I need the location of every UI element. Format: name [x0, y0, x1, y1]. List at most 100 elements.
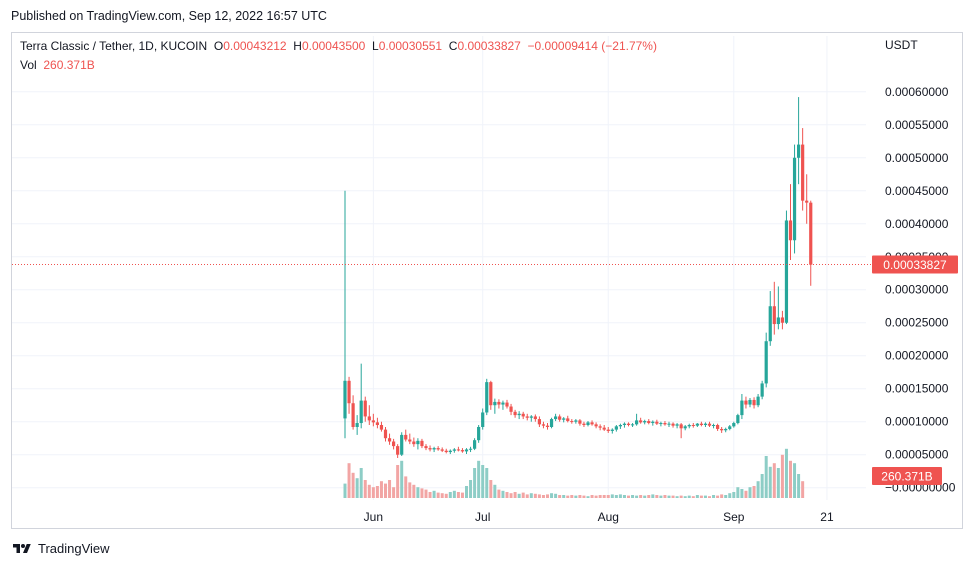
volume-bar — [691, 496, 695, 498]
volume-bar — [752, 486, 756, 498]
volume-bar — [627, 495, 630, 498]
candle-body — [493, 401, 497, 406]
volume-bar — [477, 460, 481, 498]
candle-body — [602, 427, 606, 430]
candle-body — [675, 424, 679, 426]
volume-bar — [606, 495, 610, 498]
candle-body — [679, 424, 683, 429]
x-tick-label: 21 — [820, 510, 834, 524]
volume-bar — [756, 481, 760, 498]
candle-body — [659, 423, 663, 425]
candle-body — [420, 440, 424, 447]
volume-bar — [566, 495, 570, 498]
volume-bar — [618, 494, 622, 498]
candle-body — [375, 422, 379, 426]
candle-body — [347, 380, 351, 404]
open-label: O — [213, 39, 224, 53]
candle-body — [464, 449, 469, 452]
candle-body — [703, 423, 708, 426]
candle-body — [387, 438, 392, 442]
volume-bar — [651, 494, 655, 498]
published-caption: Published on TradingView.com, Sep 12, 20… — [11, 9, 327, 23]
candle-body — [525, 416, 529, 418]
candle-body — [566, 418, 570, 422]
candle-body — [392, 441, 396, 447]
x-tick-label: Sep — [723, 510, 745, 524]
volume-bar — [501, 490, 505, 498]
high-value: 0.00043500 — [301, 39, 366, 53]
volume-legend: Vol 260.371B — [20, 58, 95, 72]
y-tick-label: 0.00040000 — [885, 217, 949, 231]
volume-bar — [517, 493, 521, 498]
currency-label: USDT — [885, 38, 918, 52]
candle-body — [541, 424, 546, 426]
candle-body — [558, 416, 562, 420]
footer-brand[interactable]: TradingView — [11, 541, 110, 556]
volume-bar — [436, 492, 440, 498]
candle-body — [594, 424, 598, 427]
volume-bar — [776, 468, 780, 498]
candle-body — [574, 420, 578, 422]
volume-bar — [392, 487, 396, 498]
candle-body — [744, 400, 748, 405]
candle-body — [724, 428, 728, 431]
candle-body — [436, 448, 440, 450]
volume-bar — [347, 463, 351, 498]
volume-bar — [679, 495, 683, 498]
volume-bar — [355, 478, 359, 498]
candle-body — [614, 426, 618, 430]
open-value: 0.00043212 — [223, 39, 287, 53]
change-value: −0.00009414 (−21.77%) — [527, 39, 657, 53]
candle-body — [477, 426, 481, 441]
candle-body — [363, 400, 367, 417]
close-label: C — [448, 39, 458, 53]
candle-body — [643, 421, 647, 423]
volume-bar — [428, 492, 432, 498]
volume-bar — [622, 495, 626, 498]
ohlc-legend: Terra Classic / Tether, 1D, KUCOIN O0.00… — [20, 39, 657, 53]
candle-body — [630, 424, 635, 426]
volume-bar — [671, 495, 675, 498]
y-axis: 0.00060000 0.00055000 0.00050000 0.00045000… — [885, 38, 956, 495]
volume-tag — [872, 467, 942, 485]
volume-bar — [529, 493, 533, 498]
volume-bar — [509, 493, 513, 498]
candle-body — [606, 429, 610, 431]
volume-bar — [525, 494, 529, 498]
candle-body — [671, 423, 675, 426]
y-tick-label: 0.00060000 — [885, 85, 949, 99]
candle-body — [780, 317, 784, 323]
candle-body — [408, 439, 412, 442]
volume-bar — [396, 465, 400, 498]
volume-bar — [659, 495, 663, 498]
candlesticks — [343, 97, 813, 458]
volume-bar — [744, 490, 748, 498]
volume-bar — [764, 456, 768, 498]
volume-bar — [456, 492, 460, 498]
y-tick-label: 0.00010000 — [885, 415, 949, 429]
volume-bar — [598, 495, 602, 498]
volume-bar — [716, 495, 720, 498]
volume-bar — [784, 448, 788, 498]
x-tick-label: Aug — [598, 510, 619, 524]
candle-body — [396, 446, 400, 455]
candle-body — [760, 383, 764, 397]
candle-body — [618, 425, 622, 427]
candle-body — [792, 157, 797, 241]
volume-bar — [485, 468, 489, 498]
candle-body — [732, 423, 736, 427]
candle-body — [805, 200, 809, 203]
candle-body — [351, 403, 355, 427]
volume-bar — [695, 495, 699, 498]
volume-bar — [586, 496, 590, 498]
volume-tag-label: 260.371B — [881, 470, 932, 484]
candle-body — [489, 382, 493, 406]
candle-body — [359, 400, 363, 424]
volume-bar — [602, 495, 606, 498]
volume-bar — [359, 468, 363, 498]
candle-body — [383, 429, 388, 439]
candle-body — [768, 306, 772, 342]
candle-body — [784, 220, 789, 323]
y-tick-label: 0.00045000 — [885, 184, 949, 198]
